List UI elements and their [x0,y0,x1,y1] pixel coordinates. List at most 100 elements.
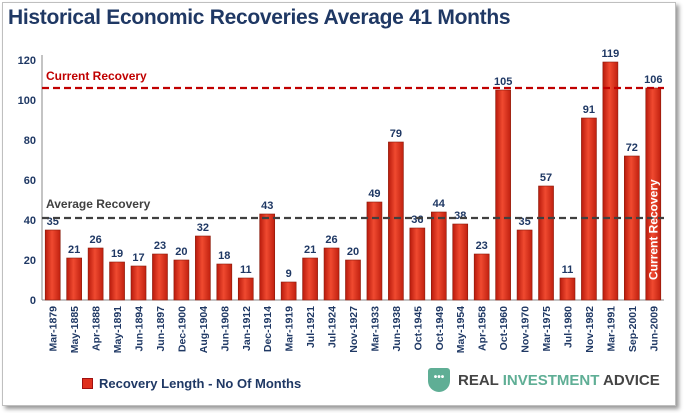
x-tick-label: May-1885 [69,306,81,353]
data-label: 38 [454,210,466,222]
x-tick-label: Sep-2001 [627,306,639,352]
x-tick-label: Jul-1924 [327,306,339,348]
x-tick-label: Oct-1949 [434,306,446,351]
x-tick-label: Dec-1900 [176,306,188,352]
data-label: 49 [368,188,380,200]
y-tick-label: 0 [30,295,36,307]
bar [366,201,383,301]
data-label: 11 [562,264,574,276]
bar [66,257,82,301]
x-tick-label: Jan-1912 [241,306,253,351]
shield-icon: ••• [428,368,450,392]
data-label: 17 [132,252,144,264]
bar [216,263,233,301]
x-tick-label: Mar-1879 [48,306,60,352]
bar [388,141,404,301]
x-tick-label: Nov-1970 [520,306,532,353]
x-tick-label: Dec-1914 [262,306,274,352]
data-label: 72 [626,142,638,154]
reference-line-label: Average Recovery [46,197,151,211]
x-tick-label: Jun-1908 [219,306,231,352]
data-label: 43 [261,200,273,212]
legend-label: Recovery Length - No Of Months [99,376,302,391]
x-tick-label: Oct-1960 [498,306,510,351]
y-tick-label: 20 [24,255,36,267]
x-tick-label: Apr-1888 [91,306,103,351]
data-label: 9 [286,268,292,280]
x-tick-label: Nov-1927 [348,306,360,353]
bar [602,61,619,301]
x-tick-label: Aug-1904 [198,306,210,353]
x-tick-label: Jun-2009 [648,306,660,352]
data-label: 32 [197,222,209,234]
bar [173,259,190,301]
x-tick-label: Mar-1919 [284,306,296,352]
data-label: 79 [390,128,402,140]
data-label: 57 [540,172,552,184]
bar [109,261,125,301]
data-label: 21 [68,244,80,256]
x-tick-label: Jul-1980 [562,306,574,348]
bar [345,259,361,301]
data-label: 44 [433,198,446,210]
bar [495,89,511,301]
bar [195,235,211,301]
bar [44,229,61,301]
y-tick-label: 80 [24,135,36,147]
bar [516,229,533,301]
y-tick-label: 120 [18,55,36,67]
x-tick-label: Nov-1982 [584,306,596,353]
bar [130,265,147,301]
bar [409,227,426,301]
data-label: 26 [325,234,337,246]
x-tick-label: Jun-1894 [134,306,146,352]
data-label: 20 [347,246,359,258]
y-tick-label: 40 [24,215,36,227]
data-label: 26 [89,234,101,246]
legend-swatch [82,378,93,389]
data-label: 91 [583,104,595,116]
current-recovery-annotation: Current Recovery [646,179,660,280]
bar [559,277,576,301]
bar [87,247,104,301]
bar [538,185,554,301]
bar [624,155,640,301]
data-label: 36 [411,214,423,226]
x-tick-label: May-1891 [112,306,124,353]
legend: Recovery Length - No Of Months [82,376,301,391]
bar [473,253,490,301]
bar [237,277,254,301]
data-label: 11 [240,264,252,276]
chart-frame [2,2,676,406]
x-tick-label: Mar-1991 [605,306,617,352]
x-tick-label: May-1954 [455,306,467,353]
bar [323,247,340,301]
data-label: 23 [476,240,488,252]
x-tick-label: Jun-1938 [391,306,403,352]
x-tick-label: Mar-1975 [541,306,553,352]
data-label: 23 [154,240,166,252]
x-tick-label: Jul-1921 [305,306,317,348]
data-label: 105 [494,76,512,88]
x-tick-label: Oct-1945 [412,306,424,351]
x-tick-label: Jun-1897 [155,306,167,352]
data-label: 119 [602,48,620,60]
brand-logo: ••• REAL INVESTMENT ADVICE [428,368,660,392]
bar [430,211,447,301]
reference-line-label: Current Recovery [46,69,147,83]
y-tick-label: 60 [24,175,36,187]
x-tick-label: Apr-1958 [477,306,489,351]
bar [302,257,318,301]
bar [581,117,597,301]
data-label: 19 [111,248,123,260]
bar [452,223,469,301]
bar [280,281,297,301]
data-label: 20 [175,246,187,258]
data-label: 21 [304,244,316,256]
data-label: 106 [644,74,662,86]
data-label: 18 [218,250,230,262]
bar [152,253,168,301]
chart-title: Historical Economic Recoveries Average 4… [8,6,511,29]
bar [259,213,276,301]
